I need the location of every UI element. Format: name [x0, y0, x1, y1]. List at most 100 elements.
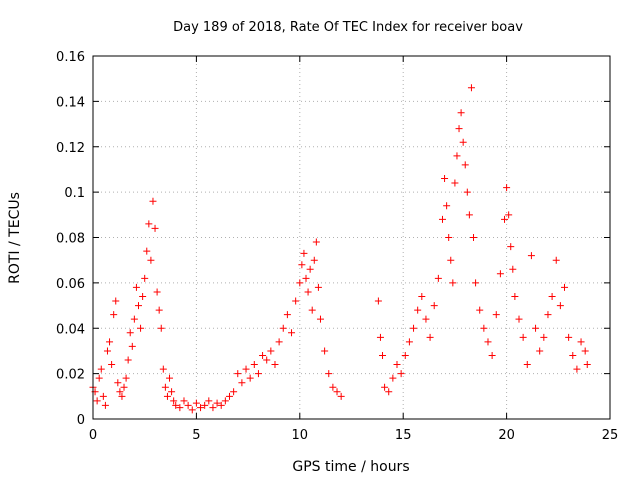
data-points	[89, 84, 591, 414]
data-point	[110, 311, 118, 319]
data-point	[242, 365, 250, 373]
data-point	[201, 401, 209, 409]
y-axis-label: ROTI / TECUs	[7, 192, 23, 284]
data-point	[476, 306, 484, 314]
axis-ticks	[92, 55, 611, 420]
data-point	[304, 288, 312, 296]
data-point	[532, 324, 540, 332]
data-point	[430, 302, 438, 310]
y-tick-label: 0.02	[56, 368, 85, 383]
x-tick-label: 10	[292, 428, 309, 443]
data-point	[488, 351, 496, 359]
data-point	[505, 211, 513, 219]
x-tick-label: 20	[498, 428, 515, 443]
data-point	[122, 374, 130, 382]
data-point	[573, 365, 581, 373]
data-point	[114, 379, 122, 387]
data-point	[116, 388, 124, 396]
data-point	[103, 347, 111, 355]
data-point	[292, 297, 300, 305]
y-tick-label: 0.12	[56, 141, 85, 156]
data-point	[381, 383, 389, 391]
data-point	[581, 347, 589, 355]
data-point	[453, 152, 461, 160]
data-point	[95, 374, 103, 382]
data-point	[197, 404, 205, 412]
data-point	[143, 247, 151, 255]
data-point	[443, 202, 451, 210]
data-point	[161, 383, 169, 391]
y-tick-label: 0.1	[64, 186, 85, 201]
data-point	[308, 306, 316, 314]
data-point	[389, 374, 397, 382]
data-point	[124, 356, 132, 364]
data-point	[565, 333, 573, 341]
data-point	[441, 175, 449, 183]
data-point	[556, 302, 564, 310]
data-point	[172, 401, 180, 409]
data-point	[145, 220, 153, 228]
data-point	[205, 397, 213, 405]
data-point	[151, 224, 159, 232]
data-point	[302, 274, 310, 282]
data-point	[180, 397, 188, 405]
data-point	[316, 315, 324, 323]
y-tick-label: 0.04	[56, 322, 85, 337]
data-point	[519, 333, 527, 341]
data-point	[577, 338, 585, 346]
data-point	[527, 252, 535, 260]
data-point	[470, 234, 478, 241]
data-point	[426, 333, 434, 341]
data-point	[300, 249, 308, 257]
data-point	[401, 351, 409, 359]
data-point	[544, 311, 552, 319]
data-point	[298, 261, 306, 269]
data-point	[132, 283, 140, 291]
data-point	[414, 306, 422, 314]
x-tick-label: 25	[602, 428, 619, 443]
plot-frame	[92, 55, 611, 420]
data-point	[279, 324, 287, 332]
data-point	[434, 274, 442, 282]
data-point	[153, 288, 161, 296]
data-point	[230, 388, 238, 396]
data-point	[459, 138, 467, 146]
y-tick-label: 0.08	[56, 232, 85, 247]
data-point	[108, 361, 116, 369]
data-point	[329, 383, 337, 391]
data-point	[507, 243, 515, 251]
data-point	[374, 297, 382, 305]
data-point	[337, 392, 345, 400]
data-point	[128, 342, 136, 350]
tick-labels: 0 5 10 15 20 25 0 0.02 0.04 0.06 0.08 0.1 0.12 0.14 0.…	[56, 50, 618, 443]
data-point	[376, 333, 384, 341]
data-point	[492, 311, 500, 319]
data-point	[496, 270, 504, 278]
data-point	[501, 215, 509, 223]
y-tick-label: 0.06	[56, 277, 85, 292]
data-point	[540, 333, 548, 341]
data-point	[397, 370, 405, 378]
data-point	[168, 388, 176, 396]
data-point	[418, 292, 426, 300]
data-point	[234, 370, 242, 378]
data-point	[463, 188, 471, 196]
x-tick-label: 0	[89, 428, 97, 443]
data-point	[561, 283, 569, 291]
data-point	[213, 399, 221, 407]
data-point	[310, 256, 318, 264]
data-point	[296, 279, 304, 287]
data-point	[130, 315, 138, 323]
y-tick-label: 0.16	[56, 50, 85, 65]
data-point	[465, 211, 473, 219]
data-point	[209, 404, 217, 412]
data-point	[583, 361, 591, 369]
data-point	[515, 315, 523, 323]
data-point	[126, 329, 134, 337]
data-point	[217, 401, 225, 409]
chart-title: Day 189 of 2018, Rate Of TEC Index for r…	[173, 20, 523, 35]
data-point	[271, 361, 279, 369]
data-point	[385, 388, 393, 396]
data-point	[511, 292, 519, 300]
